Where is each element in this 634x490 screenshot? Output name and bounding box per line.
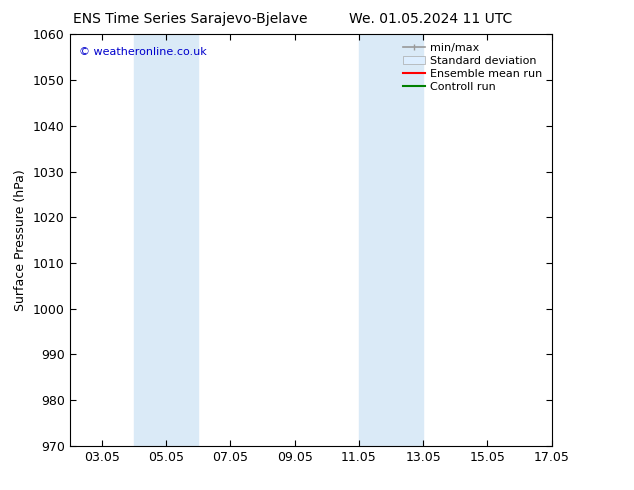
Text: ENS Time Series Sarajevo-Bjelave: ENS Time Series Sarajevo-Bjelave <box>73 12 307 26</box>
Bar <box>359 34 423 446</box>
Y-axis label: Surface Pressure (hPa): Surface Pressure (hPa) <box>15 169 27 311</box>
Text: We. 01.05.2024 11 UTC: We. 01.05.2024 11 UTC <box>349 12 513 26</box>
Text: © weatheronline.co.uk: © weatheronline.co.uk <box>79 47 207 57</box>
Bar <box>134 34 198 446</box>
Legend: min/max, Standard deviation, Ensemble mean run, Controll run: min/max, Standard deviation, Ensemble me… <box>399 40 546 95</box>
